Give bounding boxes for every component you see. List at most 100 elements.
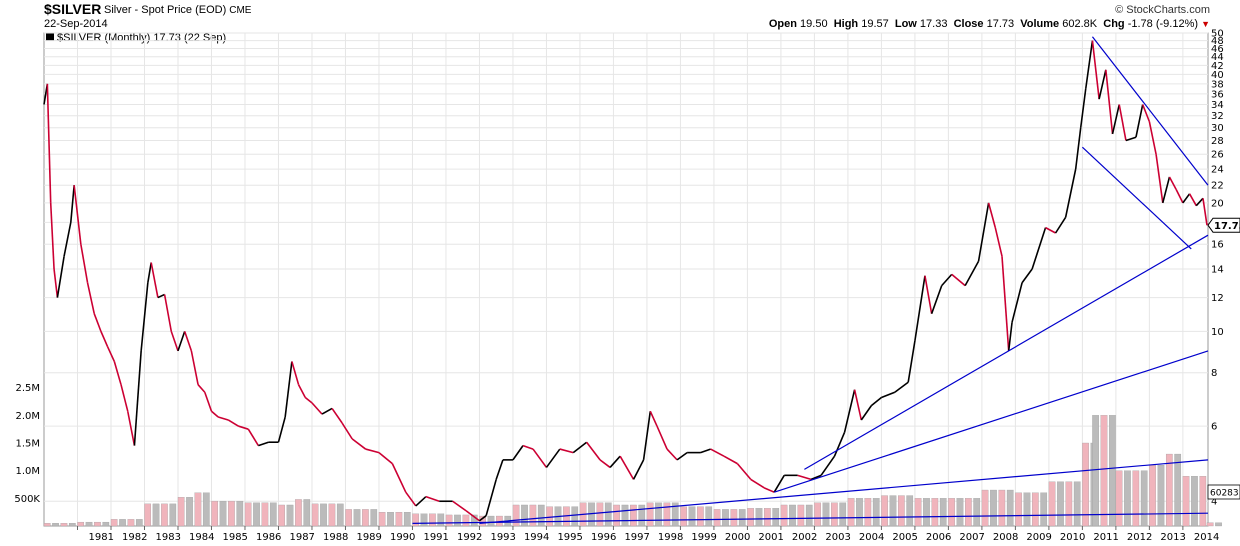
price-bar xyxy=(106,346,116,362)
volume-bar xyxy=(479,515,486,527)
volume-bar xyxy=(487,515,495,527)
trendline xyxy=(1081,146,1192,250)
volume-bar xyxy=(738,509,746,527)
price-bar xyxy=(204,392,213,412)
y-tick-label: 16 xyxy=(1211,240,1224,251)
volume-bar xyxy=(839,502,847,527)
volume-bar xyxy=(805,504,813,527)
volume-bar xyxy=(638,504,646,527)
price-bar xyxy=(1079,88,1087,128)
volume-bar xyxy=(705,506,713,527)
price-bar xyxy=(964,260,980,286)
x-tick-label: 1984 xyxy=(189,532,214,543)
volume-bar xyxy=(1048,481,1056,527)
price-bar xyxy=(238,425,249,430)
price-series xyxy=(43,40,1208,522)
volume-bar xyxy=(847,498,855,527)
volume-bar xyxy=(177,497,185,527)
price-bar xyxy=(1031,227,1047,270)
volume-bar xyxy=(529,504,537,527)
price-bar xyxy=(1135,104,1144,138)
x-tick-label: 2002 xyxy=(792,532,817,543)
price-bar xyxy=(341,422,353,440)
price-bar xyxy=(512,445,524,461)
volume-bar xyxy=(772,508,780,527)
volume-bar xyxy=(320,503,327,527)
price-bar xyxy=(649,410,658,427)
volume-bar xyxy=(236,500,244,527)
chg-label: Chg xyxy=(1103,18,1125,30)
x-tick-label: 1992 xyxy=(457,532,482,543)
volume-bar xyxy=(378,512,386,527)
volume-bar xyxy=(537,504,545,527)
price-bar xyxy=(1111,104,1121,135)
volume-bar xyxy=(127,519,135,527)
y-tick-label: 46 xyxy=(1211,44,1224,55)
volume-bar xyxy=(789,504,796,527)
price-bar xyxy=(415,496,427,507)
volume-bar xyxy=(814,502,821,527)
price-bar xyxy=(321,407,333,415)
x-tick-label: 2013 xyxy=(1160,532,1185,543)
volume-bar xyxy=(747,508,754,527)
price-bar xyxy=(113,361,122,385)
y-tick-label: 4 xyxy=(1211,497,1217,508)
symbol-description: Silver - Spot Price (EOD) CME xyxy=(104,4,251,16)
price-bar xyxy=(1202,198,1208,226)
price-bar xyxy=(170,331,179,352)
price-bar xyxy=(619,455,635,480)
x-tick-label: 1997 xyxy=(624,532,649,543)
x-tick-label: 2003 xyxy=(825,532,850,543)
x-tick-label: 1987 xyxy=(289,532,314,543)
volume-bar xyxy=(186,497,193,527)
volume-bar xyxy=(1124,470,1131,527)
volume-bar xyxy=(973,498,981,527)
volume-bar xyxy=(1206,522,1214,527)
volume-bar xyxy=(295,499,302,527)
last-value-tag xyxy=(1207,217,1240,233)
price-bar xyxy=(46,83,52,203)
volume-bar xyxy=(353,509,361,527)
price-bar xyxy=(545,448,561,468)
price-bar xyxy=(126,411,136,446)
price-bar xyxy=(495,459,504,480)
volume-bar xyxy=(898,495,905,527)
price-bar xyxy=(478,515,487,522)
price-bar xyxy=(284,361,293,418)
volume-bar xyxy=(948,498,955,527)
volume-tick-label: 1.0M xyxy=(15,466,40,477)
price-bar xyxy=(70,185,75,223)
price-bar xyxy=(1182,193,1191,204)
price-bar xyxy=(676,451,688,461)
volume-bar xyxy=(387,512,394,527)
price-bar xyxy=(833,432,846,457)
y-tick-label: 8 xyxy=(1211,368,1217,379)
trendline xyxy=(1091,36,1209,186)
price-bar xyxy=(1084,40,1094,89)
price-bar xyxy=(1141,104,1151,122)
price-bar xyxy=(1188,193,1197,207)
y-tick-label: 38 xyxy=(1211,79,1224,90)
volume-bar xyxy=(161,503,168,527)
volume-bar xyxy=(671,502,679,527)
y-tick-label: 12 xyxy=(1211,293,1224,304)
volume-bar xyxy=(68,523,76,527)
volume-bar xyxy=(646,502,654,527)
volume-bar xyxy=(1215,522,1222,527)
y-tick-label: 40 xyxy=(1211,70,1224,81)
price-bar xyxy=(723,455,738,465)
price-bar xyxy=(941,273,953,287)
price-bar xyxy=(1155,154,1164,203)
x-tick-label: 2011 xyxy=(1093,532,1118,543)
x-tick-label: 1986 xyxy=(256,532,281,543)
volume-bar xyxy=(680,506,687,527)
price-bar xyxy=(870,396,882,407)
price-bar xyxy=(773,474,785,493)
price-bar xyxy=(80,244,89,283)
volume-bar xyxy=(462,514,470,527)
volume-bar xyxy=(1165,453,1173,527)
price-bar xyxy=(853,389,863,421)
open-label: Open xyxy=(768,18,797,30)
price-bar xyxy=(860,405,873,421)
